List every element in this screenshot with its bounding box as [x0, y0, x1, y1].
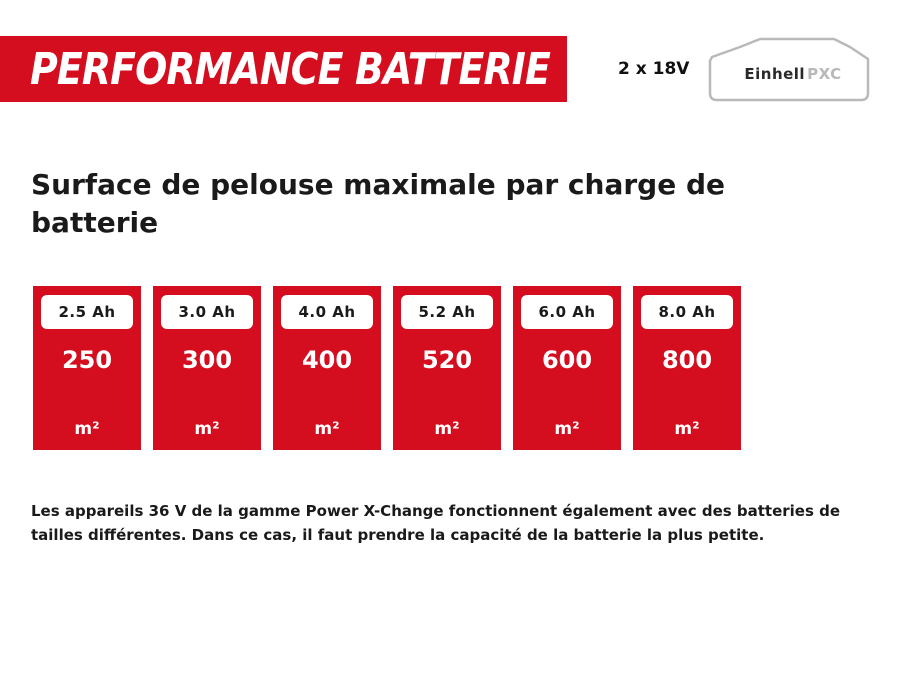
- pxc-logo: PXC: [807, 65, 842, 83]
- area-unit: m²: [194, 419, 220, 439]
- banner-title: PERFORMANCE BATTERIE: [30, 43, 551, 95]
- capacity-card: 4.0 Ah 400 m²: [273, 286, 381, 450]
- compatibility-note: Les appareils 36 V de la gamme Power X-C…: [31, 502, 841, 544]
- area-value: 400: [301, 346, 353, 374]
- area-value: 300: [181, 346, 233, 374]
- area-unit: m²: [74, 419, 100, 439]
- area-value: 520: [421, 346, 473, 374]
- capacity-label: 4.0 Ah: [281, 295, 373, 329]
- capacity-card: 8.0 Ah 800 m²: [633, 286, 741, 450]
- area-unit: m²: [554, 419, 580, 439]
- capacity-label: 6.0 Ah: [521, 295, 613, 329]
- capacity-label: 8.0 Ah: [641, 295, 733, 329]
- battery-pack-logo: Einhell PXC: [708, 37, 870, 102]
- area-value: 600: [541, 346, 593, 374]
- capacity-cards: 2.5 Ah 250 m² 3.0 Ah 300 m² 4.0 Ah 400 m…: [33, 286, 745, 450]
- area-unit: m²: [674, 419, 700, 439]
- capacity-label: 2.5 Ah: [41, 295, 133, 329]
- title-banner: PERFORMANCE BATTERIE: [0, 36, 567, 102]
- capacity-label: 5.2 Ah: [401, 295, 493, 329]
- einhell-logo: Einhell: [744, 65, 806, 83]
- area-unit: m²: [434, 419, 460, 439]
- area-value: 800: [661, 346, 713, 374]
- capacity-card: 6.0 Ah 600 m²: [513, 286, 621, 450]
- capacity-card: 5.2 Ah 520 m²: [393, 286, 501, 450]
- capacity-label: 3.0 Ah: [161, 295, 253, 329]
- section-heading: Surface de pelouse maximale par charge d…: [31, 168, 725, 239]
- capacity-card: 2.5 Ah 250 m²: [33, 286, 141, 450]
- area-unit: m²: [314, 419, 340, 439]
- battery-pack-icon: [708, 37, 870, 102]
- voltage-label: 2 x 18V: [618, 59, 690, 79]
- capacity-card: 3.0 Ah 300 m²: [153, 286, 261, 450]
- area-value: 250: [61, 346, 113, 374]
